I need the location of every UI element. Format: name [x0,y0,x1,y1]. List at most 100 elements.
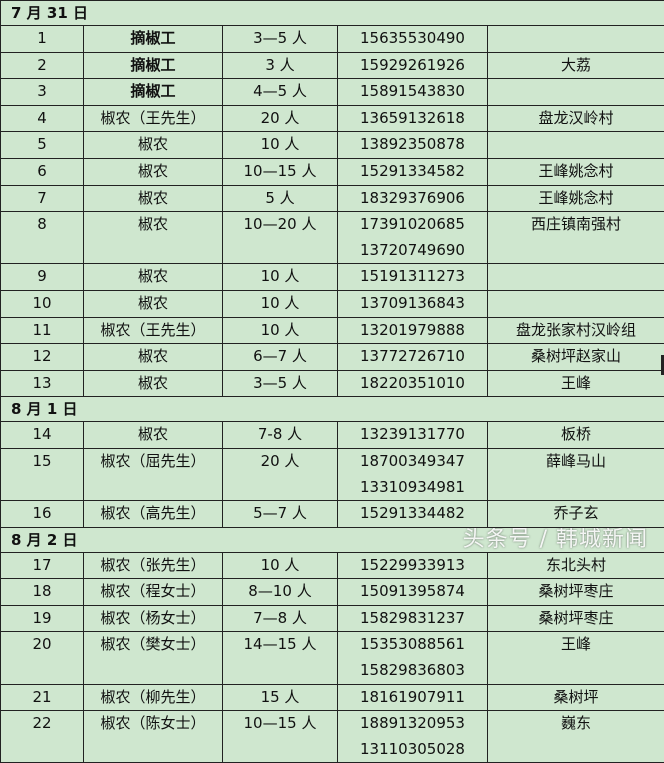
phone-number: 18891320953 [338,711,487,737]
row-phones: 13239131770 [338,422,488,449]
row-type: 椒农（程女士） [84,579,223,606]
row-number: 8 [1,212,84,264]
row-location: 桑树坪 [488,684,664,711]
row-count: 3—5 人 [223,370,338,397]
row-phones: 13659132618 [338,105,488,132]
row-type: 椒农 [84,290,223,317]
row-count: 10 人 [223,290,338,317]
row-type: 椒农 [84,212,223,264]
row-location: 王峰 [488,370,664,397]
row-number: 10 [1,290,84,317]
phone-number: 18700349347 [338,449,487,475]
phone-number: 18161907911 [338,685,487,711]
row-location [488,79,664,106]
row-type: 椒农 [84,158,223,185]
row-location: 盘龙汉岭村 [488,105,664,132]
row-number: 7 [1,185,84,212]
phone-number: 15191311273 [338,264,487,290]
row-number: 16 [1,501,84,528]
row-location: 薛峰马山 [488,448,664,500]
row-location: 桑树坪枣庄 [488,605,664,632]
phone-number: 13201979888 [338,318,487,344]
row-location: 桑树坪枣庄 [488,579,664,606]
row-location: 乔子玄 [488,501,664,528]
row-number: 13 [1,370,84,397]
row-type: 椒农（高先生） [84,501,223,528]
phone-number: 13310934981 [338,475,487,501]
phone-number: 15091395874 [338,579,487,605]
phone-number: 13720749690 [338,238,487,264]
phone-number: 18220351010 [338,371,487,397]
row-location: 东北头村 [488,552,664,579]
row-count: 5—7 人 [223,501,338,528]
phone-number: 15829831237 [338,606,487,632]
row-location: 西庄镇南强村 [488,212,664,264]
row-number: 4 [1,105,84,132]
row-phones: 18220351010 [338,370,488,397]
row-type: 椒农（樊女士） [84,632,223,684]
row-number: 22 [1,711,84,763]
row-phones: 13772726710 [338,344,488,371]
row-count: 10 人 [223,132,338,159]
row-type: 椒农 [84,185,223,212]
phone-number: 17391020685 [338,212,487,238]
row-location: 大荔 [488,52,664,79]
row-count: 3 人 [223,52,338,79]
row-phones: 15635530490 [338,26,488,53]
row-count: 10 人 [223,552,338,579]
row-type: 椒农（屈先生） [84,448,223,500]
row-count: 7—8 人 [223,605,338,632]
row-type: 椒农（王先生） [84,317,223,344]
row-count: 6—7 人 [223,344,338,371]
row-location: 板桥 [488,422,664,449]
row-number: 19 [1,605,84,632]
row-location: 盘龙张家村汉岭组 [488,317,664,344]
date-group-header: 7 月 31 日 [1,1,664,26]
date-label: 8 月 1 日 [11,400,78,418]
row-type: 摘椒工 [84,79,223,106]
row-number: 15 [1,448,84,500]
row-number: 11 [1,317,84,344]
row-count: 5 人 [223,185,338,212]
row-count: 15 人 [223,684,338,711]
row-type: 椒农（张先生） [84,552,223,579]
date-group-header: 8 月 1 日 [1,397,664,422]
row-location [488,26,664,53]
row-type: 椒农 [84,132,223,159]
phone-number: 13892350878 [338,132,487,158]
row-number: 12 [1,344,84,371]
date-label: 8 月 2 日 [11,531,78,549]
row-count: 10—15 人 [223,158,338,185]
row-count: 20 人 [223,448,338,500]
row-phones: 15891543830 [338,79,488,106]
date-label: 7 月 31 日 [11,4,88,22]
row-count: 3—5 人 [223,26,338,53]
phone-number: 15635530490 [338,26,487,52]
row-count: 4—5 人 [223,79,338,106]
row-count: 10—15 人 [223,711,338,763]
row-phones: 15829831237 [338,605,488,632]
row-phones: 15091395874 [338,579,488,606]
phone-number: 13110305028 [338,737,487,763]
row-phones: 15929261926 [338,52,488,79]
row-number: 18 [1,579,84,606]
row-phones: 15191311273 [338,264,488,291]
row-phones: 18329376906 [338,185,488,212]
phone-number: 15891543830 [338,79,487,105]
row-number: 6 [1,158,84,185]
row-count: 8—10 人 [223,579,338,606]
